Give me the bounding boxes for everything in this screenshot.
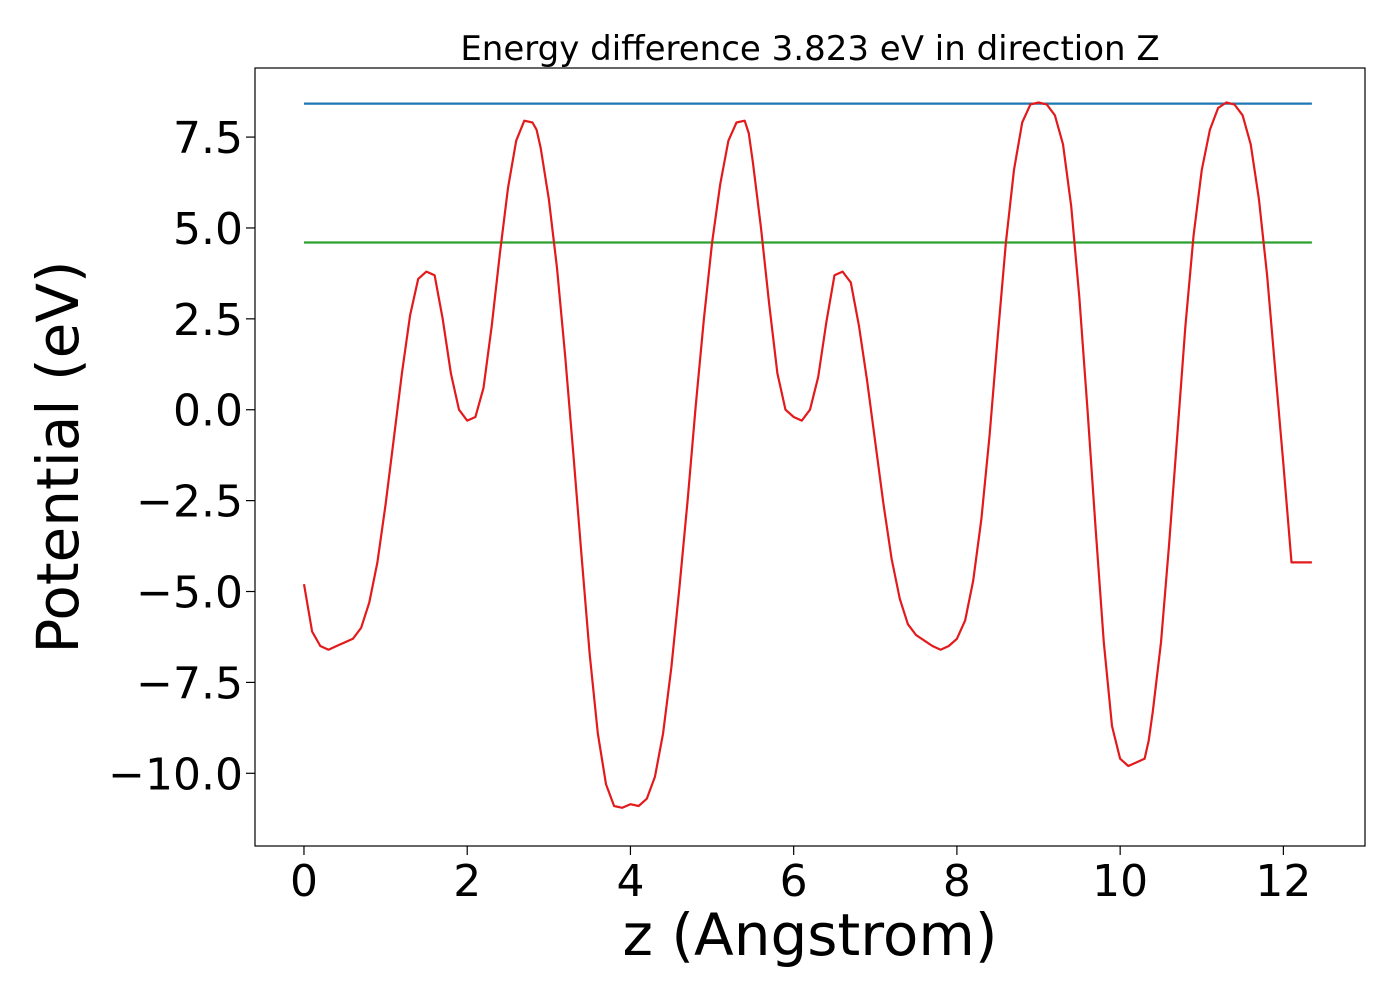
x-tick-label: 6 — [780, 856, 808, 907]
series-line-2 — [302, 101, 1312, 809]
y-tick-label: −10.0 — [108, 749, 243, 800]
x-axis-label: z (Angstrom) — [623, 901, 998, 969]
x-axis-ticks: 0 2 4 6 8 10 12 — [290, 846, 1311, 907]
x-tick-label: 12 — [1255, 856, 1311, 907]
x-tick-label: 2 — [453, 856, 481, 907]
y-tick-label: −5.0 — [136, 568, 243, 619]
plot-frame — [254, 67, 1366, 847]
y-tick-label: 7.5 — [173, 113, 243, 164]
y-tick-label: 2.5 — [173, 295, 243, 346]
y-axis-label: Potential (eV) — [24, 260, 92, 653]
chart-title: Energy difference 3.823 eV in direction … — [460, 29, 1159, 69]
x-tick-label: 4 — [616, 856, 644, 907]
x-tick-label: 8 — [943, 856, 971, 907]
x-tick-label: 10 — [1092, 856, 1148, 907]
series-layer — [302, 101, 1312, 809]
x-tick-label: 0 — [290, 856, 318, 907]
y-tick-label: 0.0 — [173, 386, 243, 437]
y-axis-ticks: −10.0 −7.5 −5.0 −2.5 0.0 2.5 5.0 7.5 — [108, 113, 255, 800]
y-tick-label: −7.5 — [136, 658, 243, 709]
y-tick-label: −2.5 — [136, 477, 243, 528]
y-tick-label: 5.0 — [173, 204, 243, 255]
